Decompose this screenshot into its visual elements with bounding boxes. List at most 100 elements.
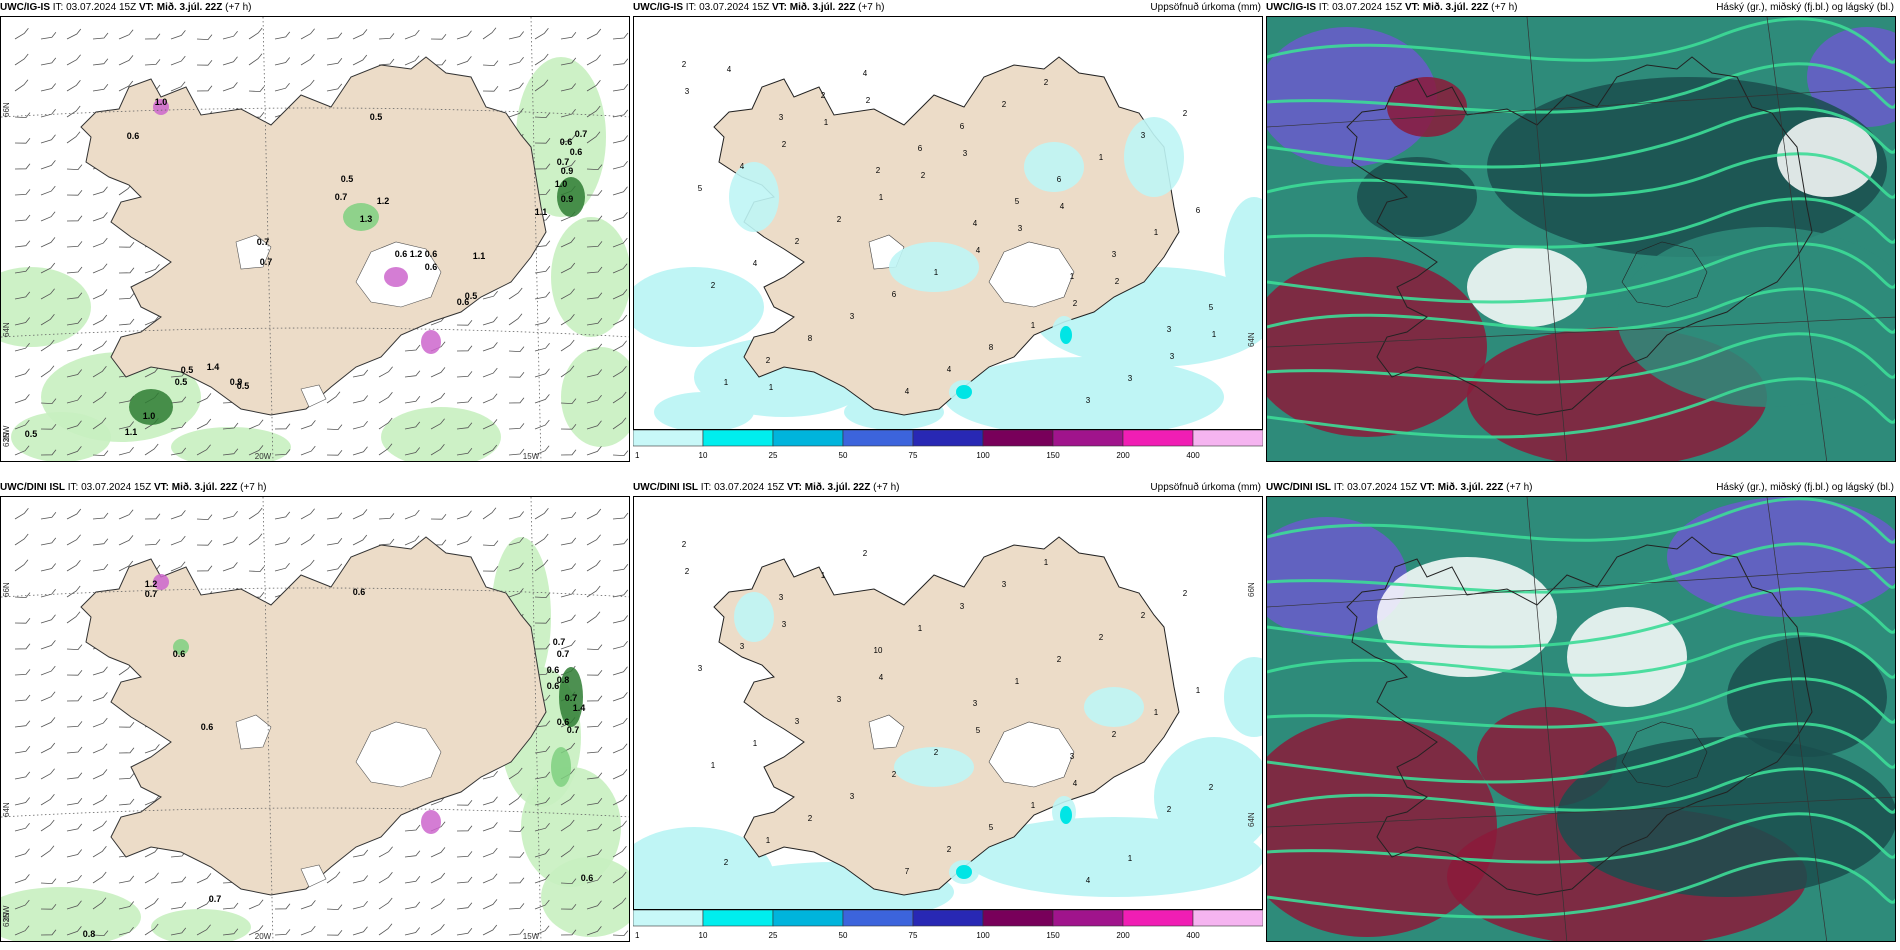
wind-barb [586,241,603,248]
wind-barb [66,446,82,456]
vt-label: VT: [153,482,169,493]
longitude-label: 20W [255,452,272,461]
accum-value-label: 2 [866,96,871,105]
wind-barb [352,395,369,404]
map-area: 66N 64N 63N 20W 15W 25W 1.2 0.7 0.6 0.6 0.6 0.7 0.7 0… [0,496,630,942]
wind-barb [14,419,30,430]
precip-value-label: 0.5 [341,174,354,184]
wind-barb [482,770,498,780]
wind-barb [14,163,31,170]
accum-value-label: 2 [1002,100,1007,109]
wind-barb [92,717,108,728]
wind-barb [40,108,56,118]
wind-barb [378,923,393,936]
wind-barb [534,79,549,92]
wind-barb [612,340,627,352]
wind-barb [378,846,393,858]
wind-barb [274,537,291,546]
wind-barb [612,109,629,118]
colorbar-tick-label: 1 [635,931,640,940]
precip-value-label: 0.6 [201,722,214,732]
precip-value-label: 1.0 [155,97,168,107]
wind-barb [14,445,30,456]
accum-value-label: 6 [892,290,897,299]
wind-barb [482,873,498,884]
wind-barb [222,510,238,520]
wind-barb [170,927,187,936]
accum-value-label: 3 [1167,325,1172,334]
wind-barb [508,903,525,910]
longitude-line [1766,17,1828,461]
wind-barb [40,794,55,806]
cloud-contour [1267,377,1895,439]
wind-barb [40,134,56,144]
wind-barb [40,903,57,910]
precip-area [1,887,141,941]
wind-barb [222,448,239,456]
cloud-contour [1267,677,1895,729]
wind-barb [586,131,601,144]
longitude-label: 15W [523,932,540,941]
wind-barb [508,423,525,430]
precip-area [1024,142,1084,192]
wind-barb [534,533,549,546]
wind-barb [612,212,628,222]
wind-barb [66,849,83,858]
wind-barb [586,611,601,624]
colorbar-swatch [633,430,704,447]
it-label: IT: [67,482,79,493]
wind-barb [482,290,498,300]
wind-barb [560,288,575,300]
precip-max-area [1060,806,1072,824]
cloud-cover-area [1567,607,1687,707]
vt-value: Mið. 3.júl. 22Z [789,2,856,13]
wind-barb [40,563,57,572]
wind-barb [482,899,498,910]
latitude-label: 63N [2,432,11,447]
precip-value-label: 1.2 [377,196,390,206]
accum-value-label: 2 [795,237,800,246]
wind-barb [586,292,603,300]
accum-value-label: 4 [863,69,868,78]
precip-max-area [559,667,583,727]
precip-value-label: 0.6 [457,297,470,307]
lead-time: (+7 h) [240,482,267,493]
panel-right-title: Háský (gr.), miðský (fj.bl.) og lágský (… [1716,2,1894,13]
wind-barb [66,772,83,780]
cloud-cover-area [1667,497,1895,617]
accum-value-label: 3 [960,602,965,611]
accum-value-label: 3 [1002,580,1007,589]
wind-barb [66,394,82,404]
precip-area [634,267,764,347]
accum-value-label: 4 [1060,202,1065,211]
wind-barb [66,900,82,910]
map-area: 66N 64N 63N 20W 15W 25W 1.0 0.6 0.5 0.5 0.7 1.2 1.3 0… [0,16,630,462]
wind-barb [118,560,134,572]
wind-barb [14,137,31,144]
longitude-line [1526,17,1568,461]
wind-barb [482,847,498,858]
wind-barb [612,237,628,248]
wind-barb [612,58,629,66]
wind-barb [612,897,627,910]
wind-barb [352,446,368,456]
accum-value-label: 2 [921,171,926,180]
glacier [235,234,272,270]
wind-barb [66,874,82,884]
wind-barb [586,721,603,728]
wind-barb [404,29,420,40]
accum-value-label: 4 [947,365,952,374]
wind-barb [14,694,31,702]
wind-barb [274,423,291,430]
wind-barb [66,105,81,118]
wind-barb [586,80,601,92]
wind-barb [248,419,264,430]
wind-barb [66,28,82,40]
wind-barb [326,391,341,404]
glacier [868,714,905,750]
wind-barb [404,824,421,832]
wind-barb [534,419,550,430]
wind-barb [118,773,135,780]
colorbar-swatch [772,430,844,447]
wind-barb [40,211,56,222]
